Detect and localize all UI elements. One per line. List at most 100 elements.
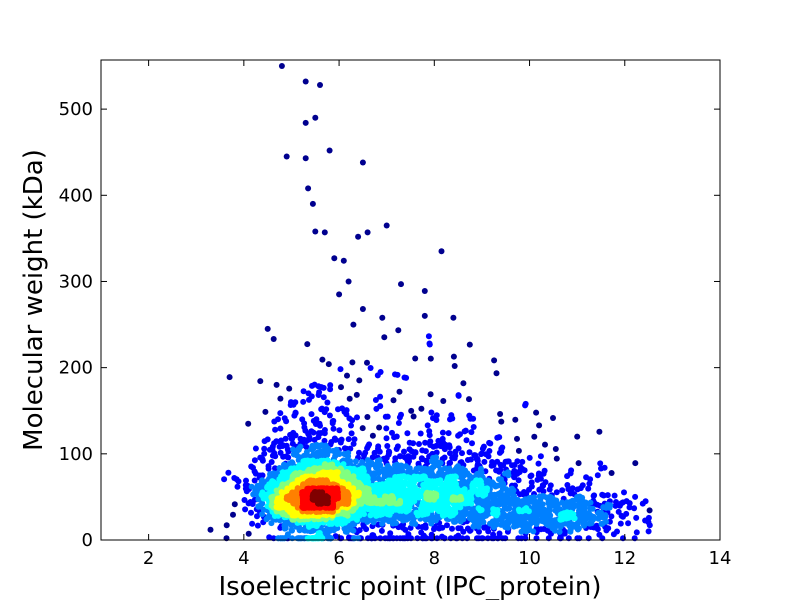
- data-point: [519, 458, 526, 465]
- data-point: [445, 430, 452, 437]
- data-point: [398, 281, 404, 288]
- data-point: [598, 465, 604, 472]
- data-point: [457, 493, 464, 500]
- data-point: [612, 502, 619, 509]
- data-point: [331, 255, 338, 262]
- data-point: [390, 397, 397, 404]
- data-point: [550, 415, 556, 421]
- data-point: [438, 248, 445, 255]
- data-point: [261, 445, 268, 452]
- data-point: [338, 384, 344, 391]
- data-point: [302, 119, 309, 126]
- data-point: [259, 511, 266, 518]
- data-point: [330, 425, 337, 432]
- data-point: [337, 366, 344, 373]
- data-point: [341, 445, 348, 452]
- data-point: [289, 435, 296, 442]
- data-point: [457, 431, 463, 438]
- data-point: [266, 534, 273, 541]
- data-point: [259, 472, 266, 479]
- data-point: [321, 229, 328, 236]
- data-point: [269, 443, 276, 450]
- data-point: [381, 334, 388, 341]
- data-point: [433, 442, 440, 449]
- data-point: [231, 501, 238, 508]
- data-point: [304, 341, 311, 348]
- data-point: [645, 519, 652, 526]
- data-point: [569, 485, 576, 492]
- data-point: [401, 448, 407, 455]
- data-point: [505, 472, 512, 479]
- data-point: [377, 393, 384, 400]
- data-point: [353, 391, 360, 398]
- data-point: [520, 491, 527, 498]
- data-point: [603, 504, 610, 511]
- data-point: [245, 420, 252, 427]
- data-point: [506, 512, 513, 519]
- data-point: [526, 454, 533, 461]
- data-point: [447, 416, 453, 423]
- data-point: [422, 524, 429, 531]
- data-point: [599, 520, 606, 527]
- data-point: [531, 506, 537, 513]
- data-point: [442, 502, 448, 508]
- data-point: [264, 436, 271, 443]
- data-point: [387, 530, 394, 537]
- data-point: [458, 466, 465, 473]
- data-point: [504, 458, 511, 465]
- data-point: [494, 482, 501, 489]
- data-point: [397, 497, 404, 504]
- data-point: [265, 465, 272, 472]
- data-point: [486, 439, 493, 446]
- data-point: [427, 391, 434, 398]
- data-point: [369, 454, 376, 461]
- data-point: [248, 509, 254, 516]
- data-point: [412, 355, 419, 362]
- data-point: [542, 441, 548, 448]
- data-point: [355, 233, 362, 240]
- data-point: [469, 482, 476, 489]
- data-point: [278, 437, 285, 444]
- data-point: [310, 445, 317, 452]
- data-point: [346, 395, 353, 402]
- data-point: [221, 476, 228, 483]
- data-point: [251, 477, 258, 484]
- data-point: [522, 402, 529, 409]
- data-point: [245, 530, 252, 537]
- data-point: [323, 529, 330, 536]
- data-point: [428, 458, 435, 465]
- data-point: [436, 525, 443, 532]
- data-point: [371, 449, 378, 456]
- data-point: [499, 493, 506, 500]
- data-point: [546, 486, 553, 493]
- data-point: [470, 523, 477, 530]
- data-point: [319, 356, 326, 363]
- data-point: [341, 408, 348, 415]
- data-point: [410, 413, 417, 420]
- data-point: [362, 449, 369, 456]
- data-point: [536, 505, 543, 511]
- data-point: [470, 424, 477, 430]
- data-point: [376, 448, 383, 455]
- data-points: [207, 63, 653, 542]
- data-point: [312, 114, 319, 121]
- data-point: [626, 504, 633, 511]
- data-point: [364, 359, 370, 366]
- data-point: [405, 453, 412, 460]
- data-point: [268, 520, 275, 527]
- data-point: [611, 492, 618, 499]
- data-point: [497, 411, 504, 417]
- data-point: [416, 441, 422, 447]
- data-point: [340, 257, 347, 264]
- data-point: [439, 429, 446, 436]
- data-point: [257, 378, 264, 385]
- data-point: [512, 416, 519, 423]
- data-point: [499, 519, 506, 526]
- data-point: [466, 449, 473, 456]
- data-point: [329, 420, 336, 427]
- data-point: [305, 185, 312, 192]
- data-point: [422, 439, 429, 446]
- data-point: [451, 363, 458, 369]
- data-point: [426, 490, 433, 497]
- data-point: [597, 460, 604, 467]
